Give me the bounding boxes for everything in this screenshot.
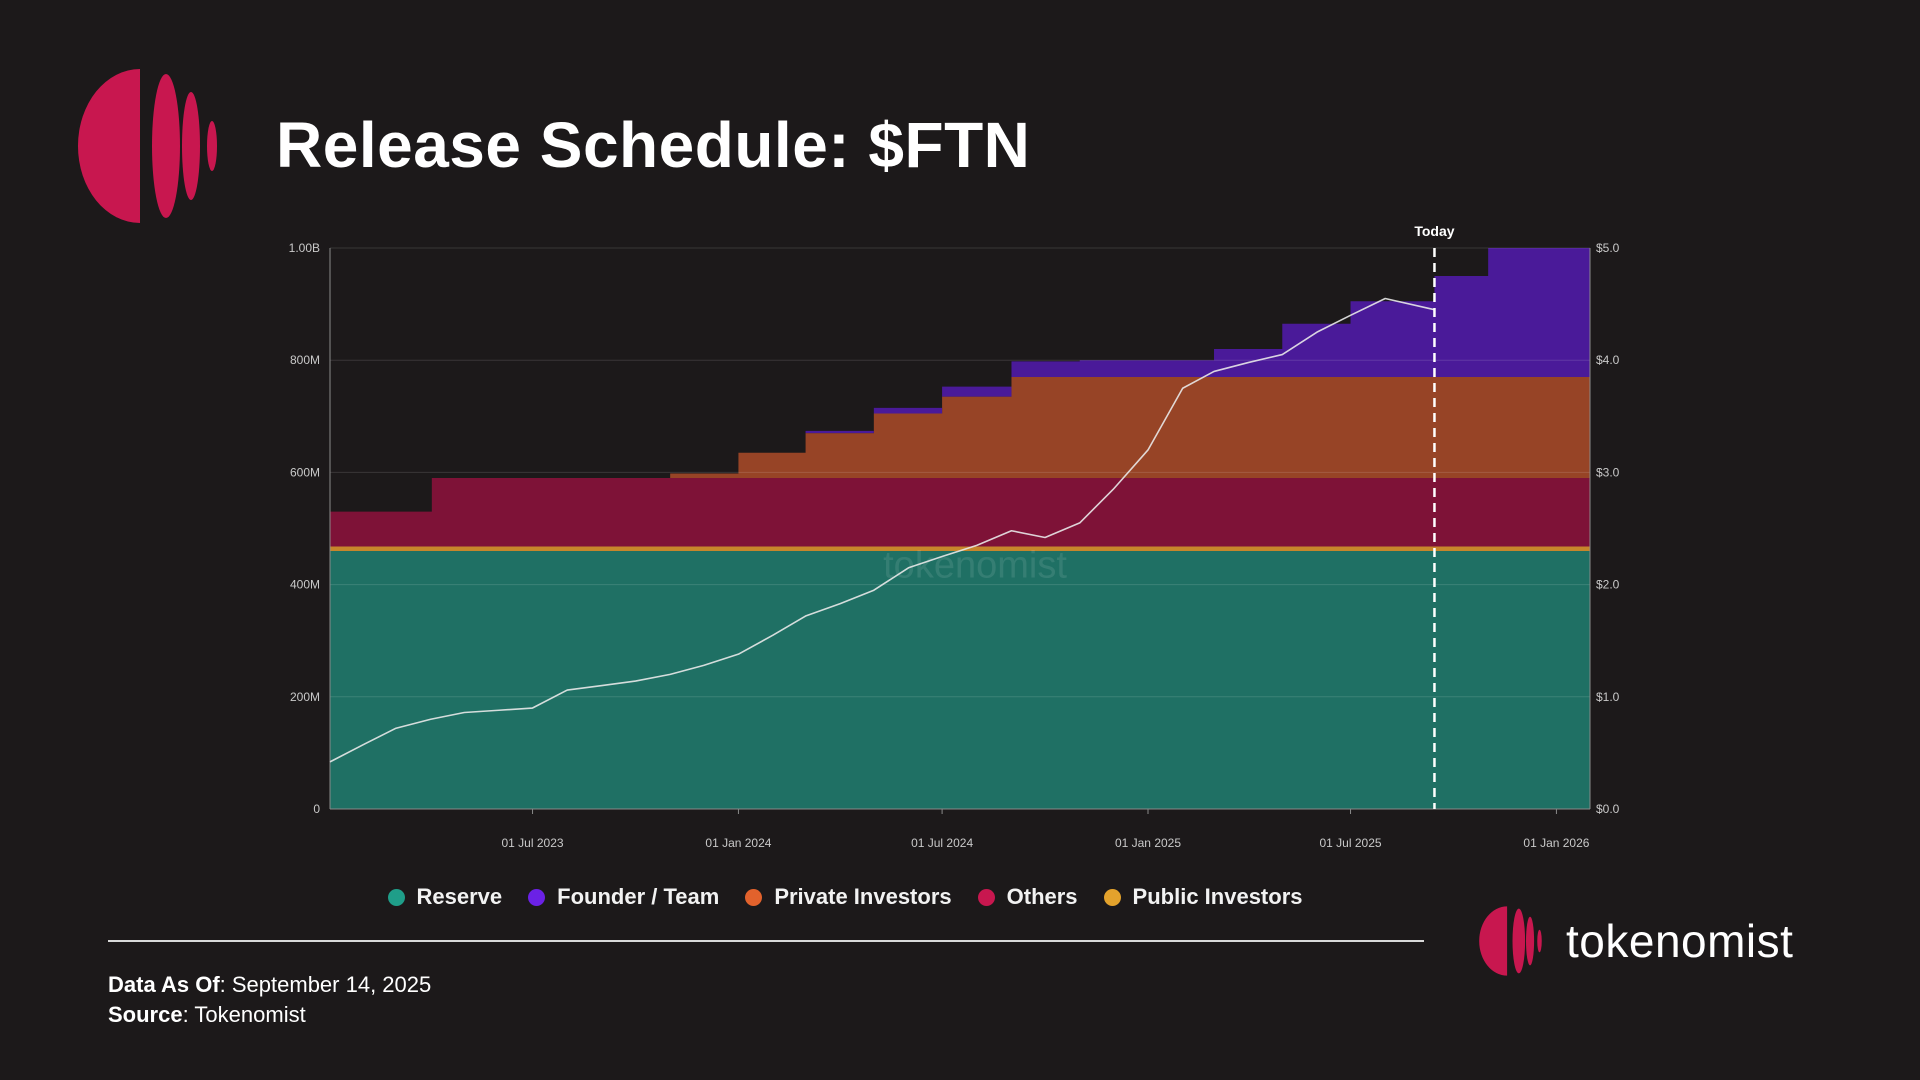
- today-label: Today: [1414, 223, 1454, 239]
- data-as-of-label: Data As Of: [108, 972, 220, 997]
- y-left-tick-label: 1.00B: [289, 241, 320, 255]
- legend-item[interactable]: Reserve: [387, 884, 503, 910]
- legend-swatch: [745, 888, 763, 906]
- y-left-tick-label: 600M: [290, 465, 320, 479]
- x-tick-label: 01 Jul 2023: [502, 836, 564, 850]
- legend-label: Founder / Team: [557, 884, 720, 909]
- legend-label: Reserve: [416, 884, 503, 909]
- legend-item[interactable]: Others: [977, 884, 1078, 910]
- legend-swatch: [387, 888, 405, 906]
- area-reserve: [330, 550, 1590, 809]
- y-left-tick-label: 200M: [290, 690, 320, 704]
- x-tick-label: 01 Jul 2024: [911, 836, 973, 850]
- chart-watermark: tokenomist: [883, 545, 1067, 587]
- legend-swatch: [528, 888, 546, 906]
- tokenomist-logo-icon: [77, 68, 217, 223]
- y-right-tick-label: $2.0: [1596, 578, 1620, 592]
- release-schedule-chart: tokenomist 0 200M 400M 600M 800M 1.00B $0.0 $1.0…: [289, 223, 1620, 850]
- brand-block: tokenomist: [1472, 905, 1793, 977]
- legend-item[interactable]: Public Investors: [1103, 884, 1303, 910]
- tokenomist-logo-icon: [1479, 906, 1542, 976]
- x-tick-label: 01 Jan 2026: [1523, 836, 1589, 850]
- x-tick-label: 01 Jan 2024: [705, 836, 771, 850]
- area-private-investors: [330, 377, 1590, 512]
- brand-name: tokenomist: [1566, 915, 1794, 967]
- area-others: [330, 478, 1590, 547]
- legend-swatch: [1103, 888, 1121, 906]
- chart-legend: Reserve Founder / Team Private Investors Ot…: [0, 884, 1690, 910]
- y-right-tick-label: $3.0: [1596, 465, 1620, 479]
- footer-divider: [108, 940, 1424, 942]
- footer: Data As Of: September 14, 2025 Source: T…: [108, 970, 431, 1030]
- y-left-tick-label: 400M: [290, 578, 320, 592]
- legend-label: Private Investors: [774, 884, 952, 909]
- data-as-of-value: : September 14, 2025: [219, 972, 432, 997]
- y-right-tick-label: $1.0: [1596, 690, 1620, 704]
- legend-label: Others: [1006, 884, 1078, 909]
- data-as-of: Data As Of: September 14, 2025: [108, 970, 431, 1000]
- y-left-tick-label: 0: [313, 802, 320, 816]
- legend-swatch: [977, 888, 995, 906]
- price-line: [329, 297, 1435, 763]
- legend-item[interactable]: Founder / Team: [528, 884, 719, 910]
- y-right-tick-label: $4.0: [1596, 353, 1620, 367]
- source-label: Source: [108, 1002, 183, 1027]
- y-left-tick-label: 800M: [290, 353, 320, 367]
- source: Source: Tokenomist: [108, 1000, 431, 1030]
- source-value: : Tokenomist: [182, 1002, 306, 1027]
- area-public-investors: [330, 546, 1590, 551]
- x-tick-label: 01 Jul 2025: [1320, 836, 1382, 850]
- y-right-tick-label: $0.0: [1596, 802, 1620, 816]
- x-tick-label: 01 Jan 2025: [1115, 836, 1181, 850]
- y-right-tick-label: $5.0: [1596, 241, 1620, 255]
- legend-item[interactable]: Private Investors: [745, 884, 952, 910]
- page-title: Release Schedule: $FTN: [276, 109, 1031, 181]
- legend-label: Public Investors: [1132, 884, 1303, 909]
